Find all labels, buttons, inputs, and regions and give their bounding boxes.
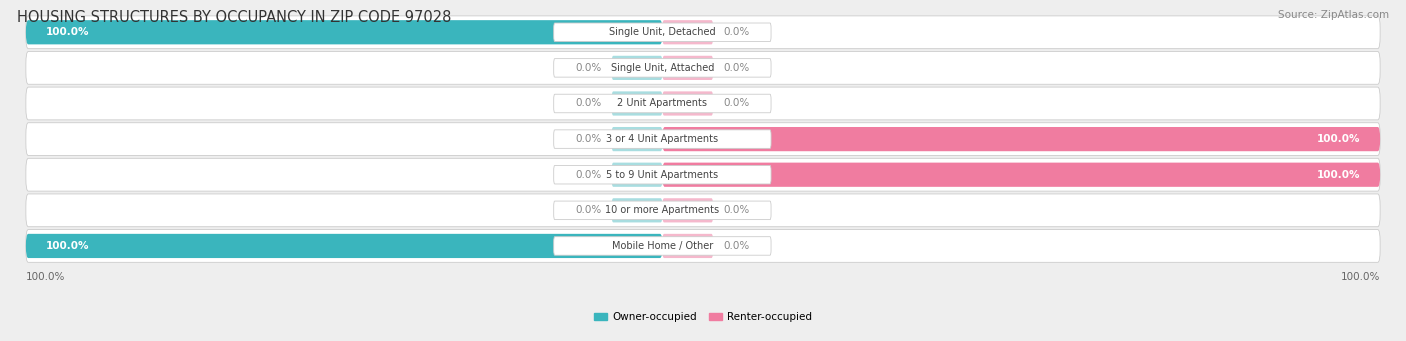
FancyBboxPatch shape	[554, 23, 770, 42]
Text: Source: ZipAtlas.com: Source: ZipAtlas.com	[1278, 10, 1389, 20]
Text: HOUSING STRUCTURES BY OCCUPANCY IN ZIP CODE 97028: HOUSING STRUCTURES BY OCCUPANCY IN ZIP C…	[17, 10, 451, 25]
Text: 100.0%: 100.0%	[1316, 134, 1360, 144]
Text: 100.0%: 100.0%	[1341, 271, 1381, 282]
Text: Mobile Home / Other: Mobile Home / Other	[612, 241, 713, 251]
FancyBboxPatch shape	[612, 127, 662, 151]
FancyBboxPatch shape	[554, 94, 770, 113]
Text: 2 Unit Apartments: 2 Unit Apartments	[617, 99, 707, 108]
Text: 3 or 4 Unit Apartments: 3 or 4 Unit Apartments	[606, 134, 718, 144]
FancyBboxPatch shape	[662, 234, 713, 258]
FancyBboxPatch shape	[554, 237, 770, 255]
Text: 100.0%: 100.0%	[46, 241, 90, 251]
Text: 100.0%: 100.0%	[46, 27, 90, 37]
Text: 0.0%: 0.0%	[575, 134, 602, 144]
FancyBboxPatch shape	[25, 20, 662, 44]
Text: Single Unit, Detached: Single Unit, Detached	[609, 27, 716, 37]
FancyBboxPatch shape	[25, 51, 1381, 84]
Text: 100.0%: 100.0%	[25, 271, 65, 282]
FancyBboxPatch shape	[554, 59, 770, 77]
FancyBboxPatch shape	[662, 198, 713, 222]
Text: 0.0%: 0.0%	[723, 27, 749, 37]
Text: 0.0%: 0.0%	[575, 170, 602, 180]
Text: Single Unit, Attached: Single Unit, Attached	[610, 63, 714, 73]
FancyBboxPatch shape	[662, 91, 713, 116]
Text: 100.0%: 100.0%	[1316, 170, 1360, 180]
FancyBboxPatch shape	[554, 201, 770, 220]
FancyBboxPatch shape	[25, 123, 1381, 155]
Text: 0.0%: 0.0%	[575, 99, 602, 108]
Text: 0.0%: 0.0%	[723, 241, 749, 251]
FancyBboxPatch shape	[662, 163, 1381, 187]
FancyBboxPatch shape	[554, 130, 770, 148]
FancyBboxPatch shape	[554, 165, 770, 184]
Text: 0.0%: 0.0%	[723, 63, 749, 73]
Legend: Owner-occupied, Renter-occupied: Owner-occupied, Renter-occupied	[591, 308, 815, 326]
FancyBboxPatch shape	[612, 56, 662, 80]
Text: 0.0%: 0.0%	[723, 99, 749, 108]
FancyBboxPatch shape	[612, 198, 662, 222]
Text: 0.0%: 0.0%	[575, 63, 602, 73]
FancyBboxPatch shape	[662, 127, 1381, 151]
FancyBboxPatch shape	[25, 87, 1381, 120]
Text: 10 or more Apartments: 10 or more Apartments	[606, 205, 720, 215]
Text: 0.0%: 0.0%	[723, 205, 749, 215]
FancyBboxPatch shape	[25, 16, 1381, 49]
Text: 0.0%: 0.0%	[575, 205, 602, 215]
FancyBboxPatch shape	[612, 163, 662, 187]
FancyBboxPatch shape	[662, 56, 713, 80]
FancyBboxPatch shape	[25, 158, 1381, 191]
FancyBboxPatch shape	[25, 234, 662, 258]
FancyBboxPatch shape	[25, 194, 1381, 227]
FancyBboxPatch shape	[25, 229, 1381, 262]
Text: 5 to 9 Unit Apartments: 5 to 9 Unit Apartments	[606, 170, 718, 180]
FancyBboxPatch shape	[662, 20, 713, 44]
FancyBboxPatch shape	[612, 91, 662, 116]
